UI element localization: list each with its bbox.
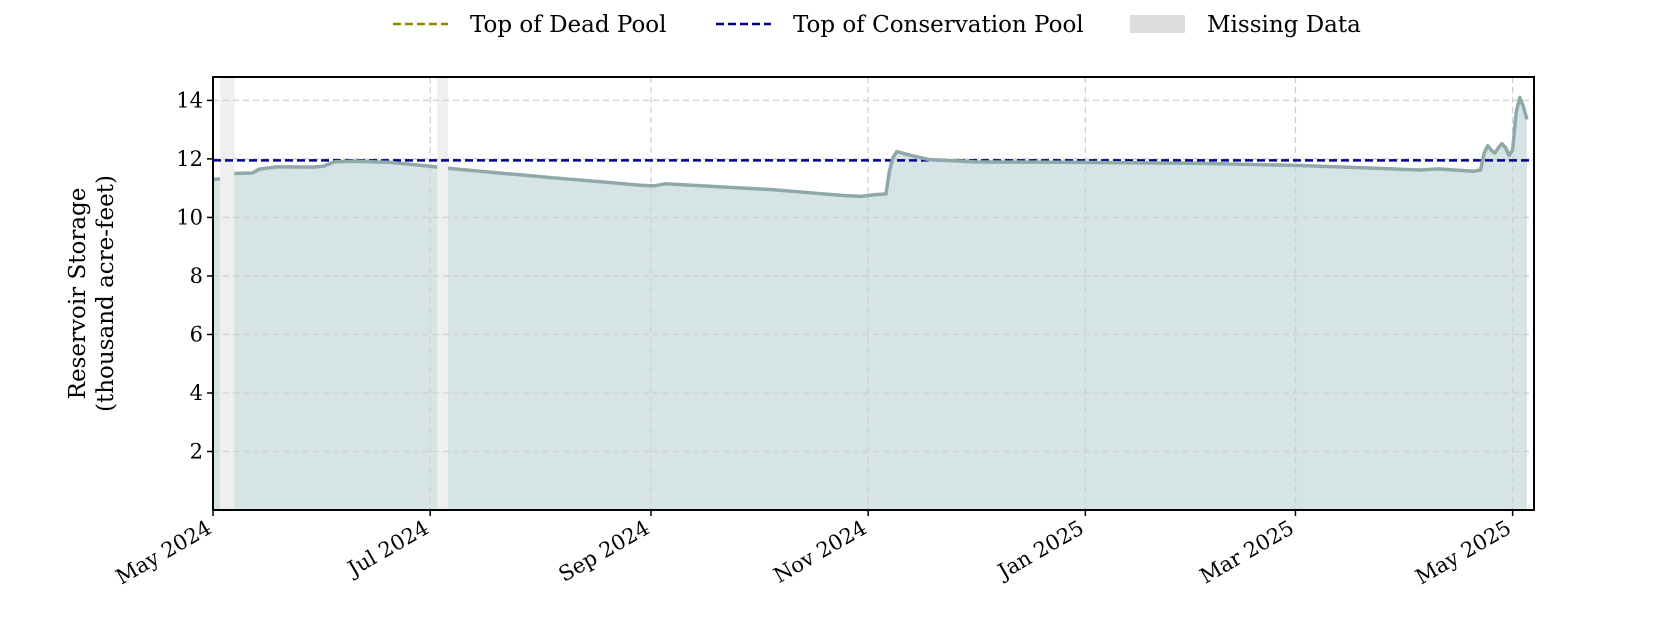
x-tick-label-3: Nov 2024 [769, 516, 870, 588]
missing-data-bands [220, 77, 449, 510]
y-tick-label-10: 10 [176, 205, 203, 229]
storage-line-segment-2 [447, 95, 1529, 199]
x-tick-label-6: May 2025 [1411, 516, 1515, 590]
storage-line [212, 95, 1529, 199]
x-tick-label-2: Sep 2024 [555, 516, 654, 587]
storage-line-segment-1 [234, 159, 438, 176]
y-axis-title: Reservoir Storage (thousand acre-feet) [65, 175, 119, 412]
y-tick-label-8: 8 [190, 264, 203, 288]
storage-line-segment-0 [212, 177, 221, 182]
missing-legend-swatch [1130, 15, 1185, 33]
missing-data-band-0 [220, 77, 235, 510]
storage-area [213, 97, 1527, 510]
missing-legend-label: Missing Data [1207, 12, 1361, 38]
conservation-pool-legend-label: Top of Conservation Pool [793, 12, 1084, 38]
y-tick-label-14: 14 [176, 88, 203, 112]
gridlines [212, 77, 1534, 510]
storage-area-segment-2 [448, 97, 1527, 510]
plot-frame [212, 76, 1535, 511]
x-tick-label-5: Mar 2025 [1196, 516, 1298, 589]
legend: Top of Dead Pool Top of Conservation Pool… [393, 12, 1361, 38]
y-tick-label-4: 4 [190, 381, 203, 405]
dead-pool-legend-label: Top of Dead Pool [470, 12, 667, 38]
storage-area-segment-0 [213, 178, 221, 510]
x-tick-label-1: Jul 2024 [342, 516, 433, 582]
storage-area-segment-1 [234, 161, 438, 510]
y-tick-label-12: 12 [176, 147, 203, 171]
missing-data-band-1 [437, 77, 449, 510]
y-axis-title-line-1: (thousand acre-feet) [93, 175, 119, 412]
x-tick-label-0: May 2024 [112, 516, 216, 590]
y-tick-label-6: 6 [190, 322, 203, 346]
y-axis-title-line-0: Reservoir Storage [65, 188, 91, 400]
y-tick-label-2: 2 [190, 439, 203, 463]
x-tick-label-4: Jan 2025 [992, 516, 1088, 585]
